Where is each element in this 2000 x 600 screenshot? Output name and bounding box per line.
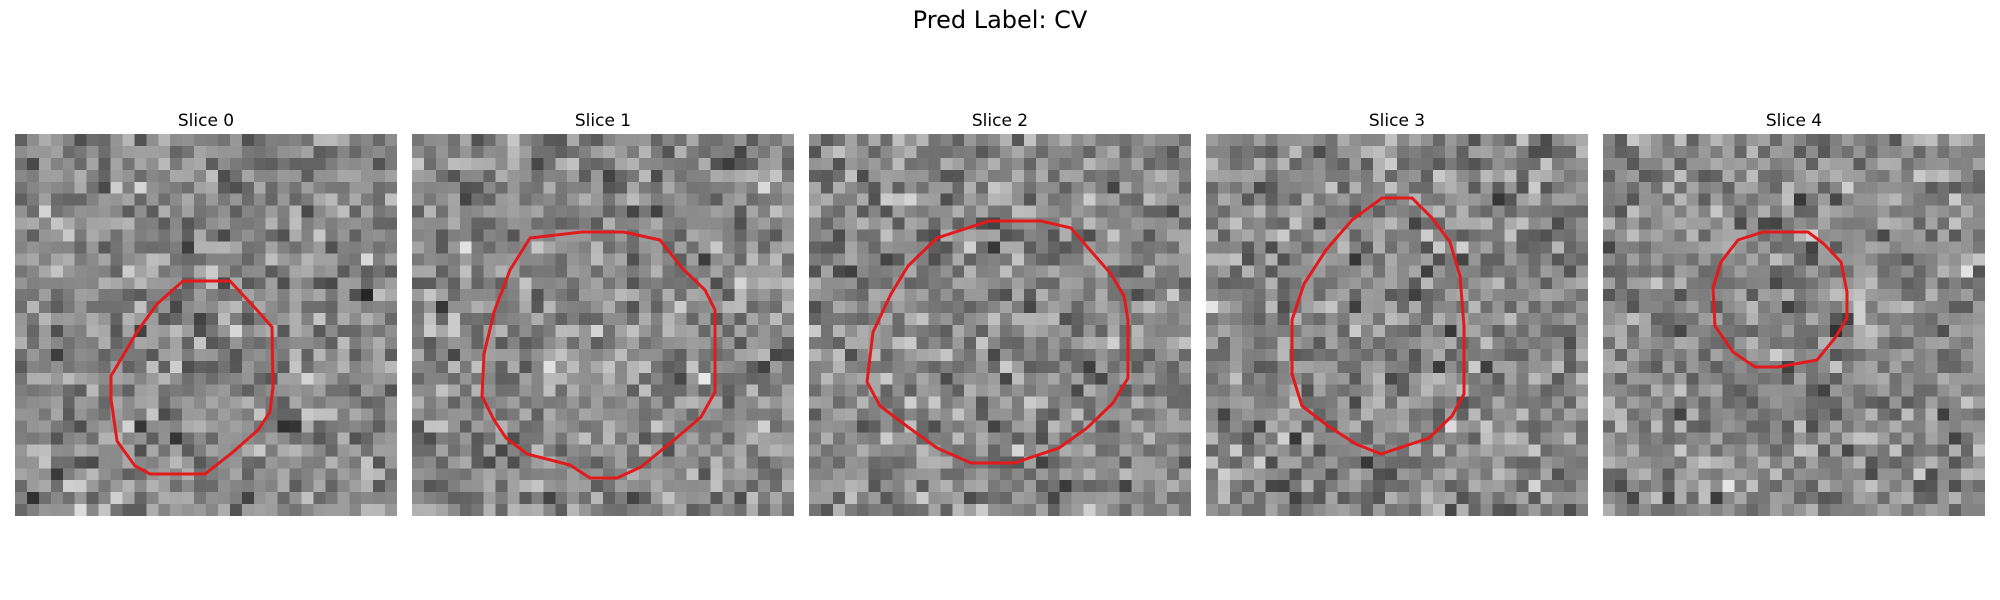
slice-image: [1206, 134, 1588, 516]
slice-panel-0: Slice 0: [15, 108, 397, 516]
slice-title: Slice 2: [971, 111, 1029, 131]
noise-image: [1603, 134, 1985, 516]
slice-image: [412, 134, 794, 516]
slice-image: [809, 134, 1191, 516]
segmentation-contour-overlay: [1290, 196, 1466, 456]
slice-title: Slice 1: [574, 111, 632, 131]
slice-image: [1603, 134, 1985, 516]
slice-image: [15, 134, 397, 516]
segmentation-contour: [865, 219, 1130, 465]
slice-title: Slice 4: [1765, 111, 1823, 131]
noise-image: [15, 134, 397, 516]
slice-panel-1: Slice 1: [412, 108, 794, 516]
slice-panel-2: Slice 2: [809, 108, 1191, 516]
segmentation-contour-overlay: [1711, 230, 1849, 369]
figure-title: Pred Label: CV: [912, 6, 1088, 34]
slice-title: Slice 0: [177, 111, 235, 131]
segmentation-contour: [1711, 230, 1849, 369]
slice-panel-3: Slice 3: [1206, 108, 1588, 516]
slice-panel-4: Slice 4: [1603, 108, 1985, 516]
segmentation-contour-overlay: [109, 279, 275, 476]
segmentation-contour: [480, 230, 717, 480]
slice-title: Slice 3: [1368, 111, 1426, 131]
noise-image: [412, 134, 794, 516]
segmentation-contour: [109, 279, 275, 476]
segmentation-contour: [1290, 196, 1466, 456]
segmentation-contour-overlay: [480, 230, 717, 480]
segmentation-contour-overlay: [865, 219, 1130, 465]
